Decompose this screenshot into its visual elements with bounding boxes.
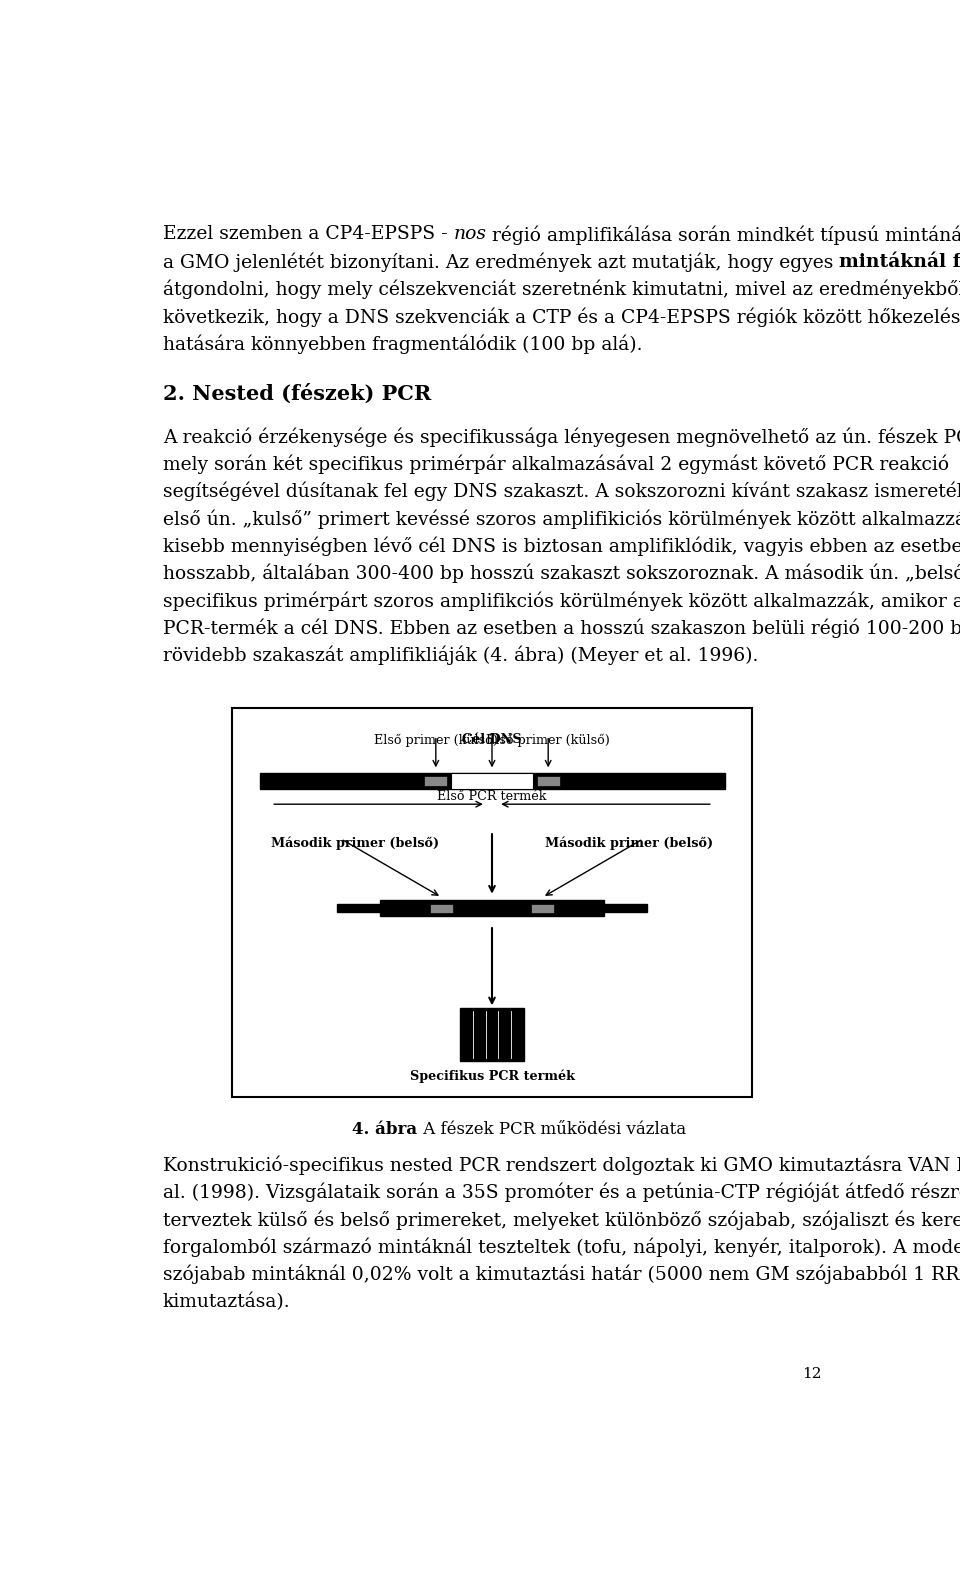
Text: 4. ábra: 4. ábra	[352, 1122, 418, 1138]
Text: Első PCR termék: Első PCR termék	[437, 790, 547, 802]
Bar	[424, 777, 447, 786]
Text: forgalomból származó mintáknál teszteltek (tofu, nápolyi, kenyér, italporok). A : forgalomból származó mintáknál tesztelte…	[162, 1237, 960, 1258]
Text: régió amplifikálása során mindkét típusú mintánál sikerült: régió amplifikálása során mindkét típusú…	[487, 225, 960, 244]
Text: rövidebb szakaszát amplifikliáják (4. ábra) (Meyer et al. 1996).: rövidebb szakaszát amplifikliáják (4. áb…	[162, 646, 758, 665]
Text: Konstrukició-specifikus nested PCR rendszert dolgoztak ki GMO kimutaztásra VAN H: Konstrukició-specifikus nested PCR rends…	[162, 1155, 960, 1176]
Text: átgondolni, hogy mely célszekvenciát szeretnénk kimutatni, mivel az eredményekbő: átgondolni, hogy mely célszekvenciát sze…	[162, 281, 960, 299]
Text: mintáknál fontos: mintáknál fontos	[839, 252, 960, 271]
Text: terveztek külső és belső primereket, melyeket különböző szójabab, szójaliszt és : terveztek külső és belső primereket, mel…	[162, 1210, 960, 1229]
Bar	[379, 900, 605, 916]
Text: Második primer (belső): Második primer (belső)	[544, 837, 713, 849]
Text: szójabab mintáknál 0,02% volt a kimutaztási határ (5000 nem GM szójababból 1 RR : szójabab mintáknál 0,02% volt a kimutazt…	[162, 1266, 960, 1284]
Bar	[430, 903, 453, 913]
Text: hosszabb, általában 300-400 bp hosszú szakaszt sokszoroznak. A második ún. „bels: hosszabb, általában 300-400 bp hosszú sz…	[162, 564, 960, 583]
Text: nos: nos	[453, 225, 487, 243]
Text: mely során két specifikus primérpár alkalmazásával 2 egymást követő PCR reakció: mely során két specifikus primérpár alka…	[162, 454, 948, 474]
Text: 12: 12	[802, 1366, 822, 1381]
Text: kimutaztása).: kimutaztása).	[162, 1292, 290, 1311]
Text: specifikus primérpárt szoros amplifikciós körülmények között alkalmazzák, amikor: specifikus primérpárt szoros amplifikció…	[162, 591, 960, 611]
Bar	[537, 777, 560, 786]
Text: al. (1998). Vizsgálataik során a 35S promóter és a petúnia-CTP régióját átfedő r: al. (1998). Vizsgálataik során a 35S pro…	[162, 1184, 960, 1202]
Text: hatására könnyebben fragmentálódik (100 bp alá).: hatására könnyebben fragmentálódik (100 …	[162, 334, 642, 355]
Text: A reakció érzékenysége és specifikussága lényegesen megnövelhető az ún. fészek P: A reakció érzékenysége és specifikussága…	[162, 427, 960, 446]
Text: kisebb mennyiségben lévő cél DNS is biztosan amplifiklódik, vagyis ebben az eset: kisebb mennyiségben lévő cél DNS is bizt…	[162, 536, 960, 556]
Text: első ún. „kulső” primert kevéssé szoros amplifikiciós körülmények között alkalma: első ún. „kulső” primert kevéssé szoros …	[162, 509, 960, 530]
Text: Ezzel szemben a CP4-EPSPS -: Ezzel szemben a CP4-EPSPS -	[162, 225, 453, 243]
Bar	[232, 708, 752, 1097]
Text: Második primer (belső): Második primer (belső)	[271, 837, 440, 849]
Text: PCR-termék a cél DNS. Ebben az esetben a hosszú szakaszon belüli régió 100-200 b: PCR-termék a cél DNS. Ebben az esetben a…	[162, 619, 960, 638]
Bar	[605, 905, 647, 913]
Text: 2. Nested (fészek) PCR: 2. Nested (fészek) PCR	[162, 383, 431, 403]
Bar	[337, 905, 379, 913]
Bar	[460, 1009, 524, 1061]
Text: A fészek PCR működési vázlata: A fészek PCR működési vázlata	[418, 1122, 685, 1138]
Text: a GMO jelenlétét bizonyítani. Az eredmények azt mutatják, hogy egyes: a GMO jelenlétét bizonyítani. Az eredmén…	[162, 252, 839, 273]
Text: Első primer (külső): Első primer (külső)	[373, 733, 497, 747]
Bar	[451, 774, 533, 790]
Text: következik, hogy a DNS szekvenciák a CTP és a CP4-EPSPS régiók között hőkezelés: következik, hogy a DNS szekvenciák a CTP…	[162, 307, 960, 326]
Text: segítségével dúsítanak fel egy DNS szakaszt. A sokszorozni kívánt szakasz ismere: segítségével dúsítanak fel egy DNS szaka…	[162, 482, 960, 501]
Bar	[259, 774, 725, 790]
Text: Cél DNS: Cél DNS	[462, 733, 522, 747]
Bar	[531, 903, 554, 913]
Text: Első primer (külső): Első primer (külső)	[487, 733, 611, 747]
Text: Specifikus PCR termék: Specifikus PCR termék	[410, 1070, 574, 1083]
